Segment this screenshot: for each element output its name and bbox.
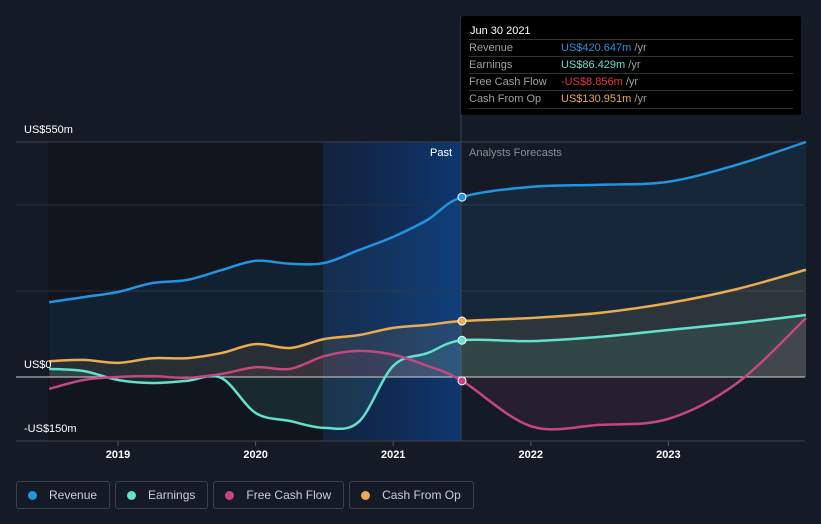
earnings-dot-icon [127,490,137,500]
tooltip-unit: /yr [634,42,647,54]
marker-revenue[interactable] [457,192,467,202]
marker-free-cash-flow[interactable] [457,376,467,386]
legend-label: Revenue [49,488,98,502]
tooltip-row-cfo: Cash From Op US$130.951m /yr [469,90,793,109]
tooltip-unit: /yr [628,59,641,71]
x-tick-label: 2021 [381,449,405,461]
line-cash-from-op [49,268,807,365]
tooltip-label: Earnings [469,59,513,71]
tooltip-unit: /yr [634,93,647,105]
line-earnings [49,313,807,431]
legend: Revenue Earnings Free Cash Flow Cash Fro… [16,481,474,509]
y-tick-label: US$550m [24,124,73,136]
legend-label: Earnings [148,488,196,502]
x-tick-label: 2022 [519,449,543,461]
area-revenue [49,142,806,377]
cfo-dot-icon [361,490,371,500]
forecast-label: Analysts Forecasts [469,147,562,159]
area-cash-from-op [49,269,806,377]
area-free-cash-flow [49,318,806,430]
legend-earnings[interactable]: Earnings [115,481,209,509]
marker-cash-from-op[interactable] [457,316,467,326]
tooltip-label: Free Cash Flow [469,76,547,88]
tooltip-value: US$130.951m [561,93,632,105]
tooltip-value: US$86.429m [561,59,626,71]
tooltip-row-revenue: Revenue US$420.647m /yr [469,39,793,57]
area-earnings [49,315,806,429]
x-tick-label: 2019 [106,449,130,461]
y-tick-label: -US$150m [24,423,77,435]
legend-label: Cash From Op [382,488,461,502]
tooltip-unit: /yr [625,76,639,88]
legend-cash-from-op[interactable]: Cash From Op [349,481,474,509]
x-tick-label: 2023 [656,449,680,461]
x-tick-label: 2020 [243,449,267,461]
legend-free-cash-flow[interactable]: Free Cash Flow [213,481,345,509]
past-label: Past [430,147,453,159]
tooltip-row-fcf: Free Cash Flow -US$8.856m /yr [469,73,793,91]
marker-earnings[interactable] [457,335,467,345]
revenue-dot-icon [28,490,37,500]
tooltip-value: US$420.647m [561,42,632,54]
tooltip-label: Revenue [469,42,514,54]
tooltip-date: Jun 30 2021 [470,25,531,37]
y-tick-label: US$0 [24,359,52,371]
line-revenue [49,140,807,304]
line-free-cash-flow [48,317,807,431]
tooltip-value: -US$8.856m [561,76,623,88]
tooltip-row-earnings: Earnings US$86.429m /yr [469,56,793,74]
fcf-dot-icon [225,490,235,500]
legend-label: Free Cash Flow [246,488,332,502]
tooltip-label: Cash From Op [469,93,542,105]
tooltip: Jun 30 2021 Revenue US$420.647m /yr Earni… [461,16,801,115]
legend-revenue[interactable]: Revenue [16,481,111,509]
